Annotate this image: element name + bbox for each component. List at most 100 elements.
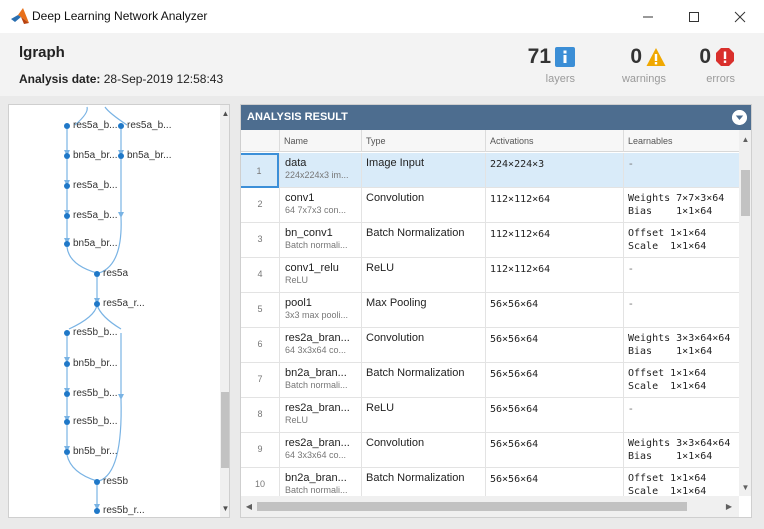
learnables-cell[interactable]: - <box>623 258 739 293</box>
layer-name-cell[interactable]: conv1 64 7x7x3 con... <box>279 188 361 223</box>
table-row[interactable]: 2 conv1 64 7x7x3 con... Convolution 112×112×… <box>241 188 739 223</box>
activations-cell[interactable]: 112×112×64 <box>485 188 623 223</box>
graph-node[interactable] <box>64 241 70 247</box>
activations-cell[interactable]: 56×56×64 <box>485 328 623 363</box>
layer-type-cell[interactable]: Image Input <box>361 153 485 188</box>
scrollbar-thumb[interactable] <box>741 170 750 216</box>
row-index-cell[interactable]: 5 <box>241 293 279 328</box>
learnables-cell[interactable]: Offset 1×1×64 Scale 1×1×64 <box>623 223 739 258</box>
close-button[interactable] <box>717 0 763 33</box>
layer-name-cell[interactable]: conv1_relu ReLU <box>279 258 361 293</box>
network-graph-panel[interactable]: res5a_b... res5a_b... bn5a_br... bn5a_br… <box>8 104 230 518</box>
graph-node[interactable] <box>94 271 100 277</box>
layer-name-cell[interactable]: data 224x224x3 im... <box>279 153 361 188</box>
layer-name-cell[interactable]: res2a_bran... 64 3x3x64 co... <box>279 328 361 363</box>
scroll-down-icon[interactable]: ▼ <box>221 504 230 513</box>
learnables-cell[interactable]: Offset 1×1×64 Scale 1×1×64 <box>623 468 739 496</box>
layer-type-cell[interactable]: ReLU <box>361 398 485 433</box>
activations-cell[interactable]: 56×56×64 <box>485 293 623 328</box>
table-vertical-scrollbar[interactable]: ▲ ▼ <box>739 130 751 496</box>
graph-node[interactable] <box>94 301 100 307</box>
graph-node[interactable] <box>94 508 100 514</box>
activations-cell[interactable]: 224×224×3 <box>485 153 623 188</box>
activations-cell[interactable]: 112×112×64 <box>485 258 623 293</box>
row-index-cell[interactable]: 9 <box>241 433 279 468</box>
graph-node[interactable] <box>94 479 100 485</box>
activations-cell[interactable]: 56×56×64 <box>485 363 623 398</box>
row-index-cell[interactable]: 1 <box>241 153 279 188</box>
graph-vertical-scrollbar[interactable]: ▲ ▼ <box>220 105 230 517</box>
graph-node[interactable] <box>64 449 70 455</box>
table-row[interactable]: 3 bn_conv1 Batch normali... Batch Normaliza… <box>241 223 739 258</box>
row-index-cell[interactable]: 4 <box>241 258 279 293</box>
warnings-stat[interactable]: 0 warnings <box>608 45 666 89</box>
layer-type-cell[interactable]: Convolution <box>361 328 485 363</box>
graph-node[interactable] <box>64 153 70 159</box>
analysis-result-header[interactable]: ANALYSIS RESULT <box>241 105 751 130</box>
row-index-cell[interactable]: 7 <box>241 363 279 398</box>
table-row[interactable]: 9 res2a_bran... 64 3x3x64 co... Convolution… <box>241 433 739 468</box>
learnables-cell[interactable]: Offset 1×1×64 Scale 1×1×64 <box>623 363 739 398</box>
network-graph[interactable] <box>9 105 220 518</box>
layer-name-cell[interactable]: res2a_bran... ReLU <box>279 398 361 433</box>
learnables-cell[interactable]: - <box>623 153 739 188</box>
graph-node[interactable] <box>118 153 124 159</box>
activations-cell[interactable]: 56×56×64 <box>485 433 623 468</box>
column-header-activations[interactable]: Activations <box>485 130 623 152</box>
column-header-learnables[interactable]: Learnables <box>623 130 739 152</box>
graph-node[interactable] <box>64 419 70 425</box>
table-row[interactable]: 6 res2a_bran... 64 3x3x64 co... Convolution… <box>241 328 739 363</box>
row-index-cell[interactable]: 6 <box>241 328 279 363</box>
collapse-chevron-icon[interactable] <box>732 110 747 125</box>
graph-node[interactable] <box>64 391 70 397</box>
graph-node[interactable] <box>64 330 70 336</box>
scrollbar-thumb[interactable] <box>257 502 687 511</box>
maximize-button[interactable] <box>671 0 717 33</box>
scroll-down-icon[interactable]: ▼ <box>741 483 750 492</box>
layer-name-cell[interactable]: bn_conv1 Batch normali... <box>279 223 361 258</box>
layers-stat[interactable]: 71 layers <box>515 45 575 89</box>
minimize-button[interactable] <box>625 0 671 33</box>
activations-cell[interactable]: 56×56×64 <box>485 468 623 496</box>
graph-node[interactable] <box>64 123 70 129</box>
scrollbar-thumb[interactable] <box>221 392 229 468</box>
table-row[interactable]: 7 bn2a_bran... Batch normali... Batch Norma… <box>241 363 739 398</box>
errors-stat[interactable]: 0 errors <box>695 45 735 89</box>
learnables-cell[interactable]: - <box>623 293 739 328</box>
layer-type-cell[interactable]: Batch Normalization <box>361 363 485 398</box>
graph-node[interactable] <box>64 213 70 219</box>
layer-name-cell[interactable]: bn2a_bran... Batch normali... <box>279 468 361 496</box>
row-index-cell[interactable]: 2 <box>241 188 279 223</box>
learnables-cell[interactable]: Weights 3×3×64×64 Bias 1×1×64 <box>623 328 739 363</box>
layer-name-cell[interactable]: bn2a_bran... Batch normali... <box>279 363 361 398</box>
table-row[interactable]: 4 conv1_relu ReLU ReLU 112×112×64- <box>241 258 739 293</box>
row-index-cell[interactable]: 8 <box>241 398 279 433</box>
layer-type-cell[interactable]: ReLU <box>361 258 485 293</box>
layer-type-cell[interactable]: Convolution <box>361 188 485 223</box>
learnables-cell[interactable]: Weights 3×3×64×64 Bias 1×1×64 <box>623 433 739 468</box>
table-row[interactable]: 1 data 224x224x3 im... Image Input 224×224×3… <box>241 153 739 188</box>
activations-cell[interactable]: 112×112×64 <box>485 223 623 258</box>
table-horizontal-scrollbar[interactable]: ◀ ▶ <box>241 496 739 517</box>
layer-type-cell[interactable]: Batch Normalization <box>361 223 485 258</box>
layer-type-cell[interactable]: Max Pooling <box>361 293 485 328</box>
layer-type-cell[interactable]: Batch Normalization <box>361 468 485 496</box>
layer-name-cell[interactable]: res2a_bran... 64 3x3x64 co... <box>279 433 361 468</box>
table-row[interactable]: 5 pool1 3x3 max pooli... Max Pooling 56×56×6… <box>241 293 739 328</box>
layer-name-cell[interactable]: pool1 3x3 max pooli... <box>279 293 361 328</box>
layer-type-cell[interactable]: Convolution <box>361 433 485 468</box>
column-header-name[interactable]: Name <box>279 130 361 152</box>
row-index-cell[interactable]: 3 <box>241 223 279 258</box>
learnables-cell[interactable]: Weights 7×7×3×64 Bias 1×1×64 <box>623 188 739 223</box>
graph-node[interactable] <box>64 361 70 367</box>
table-row[interactable]: 8 res2a_bran... ReLU ReLU 56×56×64- <box>241 398 739 433</box>
activations-cell[interactable]: 56×56×64 <box>485 398 623 433</box>
scroll-up-icon[interactable]: ▲ <box>221 109 230 118</box>
scroll-up-icon[interactable]: ▲ <box>741 135 750 144</box>
row-index-cell[interactable]: 10 <box>241 468 279 496</box>
column-header-type[interactable]: Type <box>361 130 485 152</box>
scroll-right-icon[interactable]: ▶ <box>725 502 733 511</box>
graph-node[interactable] <box>64 183 70 189</box>
learnables-cell[interactable]: - <box>623 398 739 433</box>
graph-node[interactable] <box>118 123 124 129</box>
